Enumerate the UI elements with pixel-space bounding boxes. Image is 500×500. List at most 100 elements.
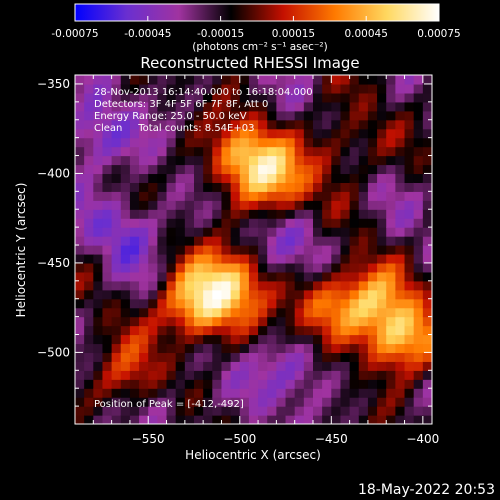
heatmap-pixel [340,155,351,166]
heatmap-pixel [221,92,232,103]
heatmap-pixel [313,388,323,398]
heatmap-pixel [322,236,332,246]
heatmap-pixel [294,173,305,183]
heatmap-pixel [248,83,259,94]
heatmap-pixel [303,164,314,175]
heatmap-pixel [358,343,369,354]
heatmap-pixel [322,92,332,103]
heatmap-pixel [194,227,204,237]
heatmap-pixel [404,271,415,282]
heatmap-pixel [120,155,131,166]
heatmap-pixel [248,155,259,166]
heatmap-pixel [349,227,360,237]
heatmap-pixel [139,352,149,362]
heatmap-pixel [313,128,323,139]
heatmap-pixel [139,209,149,219]
heatmap-pixel [377,83,387,94]
heatmap-pixel [111,92,122,103]
heatmap-pixel [120,415,131,424]
heatmap-pixel [386,200,396,210]
heatmap-pixel [148,316,158,327]
heatmap-pixel [303,262,314,273]
colorbar-tick-label: -0.00045 [124,28,171,40]
heatmap-pixel [413,245,424,255]
heatmap-pixel [184,406,195,416]
heatmap-pixel [294,227,305,237]
heatmap-pixel [75,137,85,148]
heatmap-pixel [120,75,131,85]
heatmap-pixel [93,316,104,327]
heatmap-pixel [75,146,85,157]
heatmap-pixel [258,83,268,94]
heatmap-pixel [303,92,314,103]
heatmap-pixel [285,146,296,157]
heatmap-pixel [404,75,415,85]
heatmap-pixel [248,128,259,139]
heatmap-pixel [267,415,277,424]
heatmap-pixel [377,182,387,192]
heatmap-pixel [386,191,396,201]
heatmap-pixel [75,209,85,219]
heatmap-pixel [248,209,259,219]
heatmap-pixel [129,182,140,192]
heatmap-pixel [148,307,158,318]
heatmap-pixel [184,218,195,228]
heatmap-pixel [349,75,360,85]
heatmap-pixel [129,236,140,246]
heatmap-pixel [184,325,195,336]
heatmap-pixel [294,262,305,273]
heatmap-pixel [285,92,296,103]
heatmap-pixel [367,352,378,362]
heatmap-pixel [367,343,378,354]
heatmap-pixel [386,361,396,371]
heatmap-pixel [349,253,360,264]
heatmap-pixel [413,164,424,175]
heatmap-pixel [166,218,177,228]
heatmap-pixel [175,397,186,407]
heatmap-pixel [203,307,213,318]
heatmap-pixel [239,75,250,85]
heatmap-pixel [139,361,149,371]
heatmap-pixel [358,137,369,148]
heatmap-pixel [166,128,177,139]
heatmap-pixel [148,343,158,354]
heatmap-pixel [84,128,94,139]
colorbar-unit-label: (photons cm⁻² s⁻¹ asec⁻²) [192,41,327,53]
heatmap-pixel [203,289,213,300]
heatmap-pixel [212,227,223,237]
heatmap-pixel [239,245,250,255]
heatmap-pixel [84,298,94,309]
heatmap-pixel [377,379,387,389]
heatmap-pixel [175,280,186,291]
colorbar-ticks: -0.00075 -0.00045 -0.00015 0.00015 0.00045 0.… [51,16,461,40]
heatmap-pixel [175,361,186,371]
heatmap-pixel [84,191,94,201]
heatmap-pixel [395,155,406,166]
heatmap-pixel [358,209,369,219]
heatmap-pixel [102,137,113,148]
heatmap-pixel [404,352,415,362]
heatmap-pixel [413,101,424,112]
heatmap-pixel [203,83,213,94]
heatmap-pixel [267,370,277,380]
heatmap-pixel [157,137,168,148]
heatmap-pixel [258,182,268,192]
heatmap-pixel [93,146,104,157]
heatmap-pixel [166,325,177,336]
heatmap-pixel [285,289,296,300]
heatmap-pixel [157,218,168,228]
heatmap-pixel [166,280,177,291]
heatmap-pixel [111,370,122,380]
heatmap-pixel [358,280,369,291]
heatmap-pixel [331,280,342,291]
heatmap-pixel [102,128,113,139]
heatmap-pixel [194,271,204,282]
heatmap-pixel [377,352,387,362]
heatmap-pixel [184,343,195,354]
heatmap-pixel [248,253,259,264]
heatmap-pixel [120,343,131,354]
heatmap-pixel [285,379,296,389]
heatmap-pixel [221,245,232,255]
heatmap-pixel [395,415,406,424]
heatmap-pixel [331,191,342,201]
